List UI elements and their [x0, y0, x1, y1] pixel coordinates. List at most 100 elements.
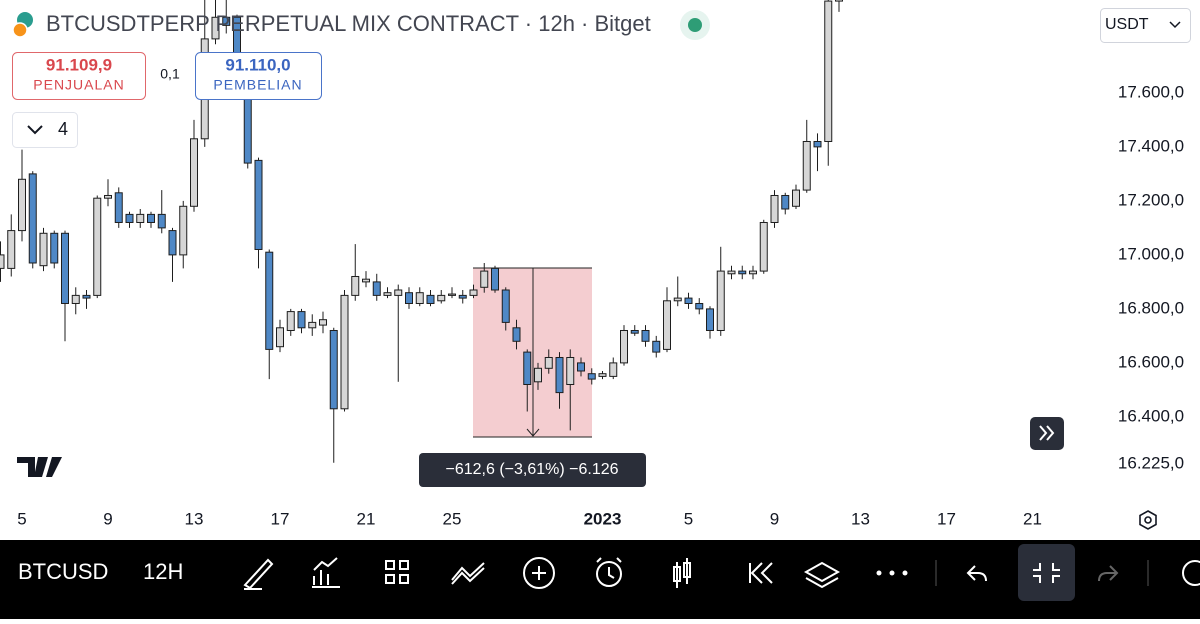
y-tick-label: 16.400,0: [1118, 406, 1184, 425]
x-tick-label: 2023: [584, 509, 622, 528]
redo-icon: [1098, 565, 1119, 582]
coin-icon: [12, 22, 28, 38]
candle: [577, 357, 585, 377]
layout-icon[interactable]: [385, 560, 409, 584]
candle-body: [555, 356, 564, 394]
sell-button[interactable]: [12, 52, 146, 100]
candle-body: [179, 205, 188, 256]
candle: [491, 265, 499, 293]
chart-title: BTCUSDTPERP PERPETUAL MIX CONTRACT · 12h…: [46, 11, 651, 36]
candle-body: [211, 16, 220, 40]
candle: [770, 190, 779, 228]
candle-body: [93, 197, 102, 296]
candle-body: [308, 321, 317, 329]
candle: [566, 349, 575, 431]
alert-icon[interactable]: [596, 561, 622, 587]
candle: [716, 246, 725, 336]
candle-body: [437, 294, 446, 302]
candle-body: [394, 289, 403, 296]
candle-body: [749, 270, 757, 275]
x-tick-label: 9: [770, 509, 779, 528]
toolbar: [0, 540, 1200, 619]
toolbar-symbol[interactable]: BTCUSD: [18, 559, 108, 584]
layers-icon[interactable]: [803, 561, 841, 589]
y-tick-label: 17.200,0: [1118, 190, 1184, 209]
candle-body: [813, 140, 822, 148]
candle-body: [448, 293, 456, 296]
candle-body: [695, 302, 704, 310]
candle: [749, 265, 757, 280]
candle-body: [329, 329, 338, 410]
candle-body: [738, 270, 747, 275]
spread: 0,1: [160, 66, 180, 82]
tv-logo: [17, 457, 62, 477]
candle: [534, 362, 542, 390]
candle-body: [706, 308, 714, 331]
draw-icon[interactable]: [243, 558, 274, 590]
candle: [813, 133, 822, 172]
candle-body: [168, 230, 177, 256]
candle-body: [222, 16, 231, 26]
indicators-icon[interactable]: [312, 557, 340, 588]
candle: [383, 287, 392, 299]
candle-body: [297, 311, 306, 329]
candle: [7, 214, 16, 277]
candle: [727, 265, 736, 280]
candle: [781, 192, 790, 215]
indicator-toggle[interactable]: [12, 112, 78, 148]
add-plus: [532, 566, 546, 580]
candle-body: [609, 362, 618, 377]
candle: [297, 308, 306, 334]
scroll-right-button[interactable]: [1030, 417, 1064, 450]
candle: [179, 200, 188, 269]
candle-body: [372, 281, 381, 296]
candle: [211, 0, 220, 45]
fullscreen-button[interactable]: [1018, 544, 1075, 601]
candle-body: [577, 362, 585, 372]
candle: [372, 273, 381, 301]
candle: [684, 292, 693, 309]
candle: [706, 306, 714, 339]
x-tick-label: 5: [684, 509, 693, 528]
candle-body: [544, 356, 553, 369]
candle-body: [566, 356, 575, 385]
candle: [448, 287, 456, 299]
candle: [555, 352, 564, 409]
candle: [598, 370, 607, 380]
toggle-chevron: [27, 125, 43, 135]
candle: [50, 230, 59, 269]
candle-body: [147, 213, 155, 223]
candle-body: [254, 159, 263, 250]
add-icon[interactable]: [523, 557, 555, 589]
candle-body: [125, 213, 134, 223]
currency-label: USDT: [1105, 16, 1149, 33]
y-tick-label: 16.225,0: [1118, 454, 1184, 473]
account-icon[interactable]: [1182, 560, 1200, 586]
more-dot: [889, 570, 895, 576]
candle: [673, 276, 682, 307]
x-tick-label: 13: [185, 509, 204, 528]
candle: [18, 149, 26, 242]
candle-body: [61, 232, 69, 304]
candle: [792, 184, 800, 209]
candle: [437, 289, 446, 304]
candle: [39, 227, 48, 272]
sell-price: 91.109,9: [46, 55, 112, 74]
toolbar-interval[interactable]: 12H: [143, 559, 183, 584]
chart-type-icon[interactable]: [673, 558, 691, 588]
candle: [351, 244, 360, 301]
compare-icon[interactable]: [451, 562, 485, 585]
currency-select[interactable]: [1100, 8, 1191, 43]
candle-body: [276, 327, 284, 348]
candle-body: [727, 270, 736, 275]
candle: [394, 284, 403, 382]
y-axis: 16.225,0 16.400,0 16.600,0 16.800,0 17.000,0…: [1118, 82, 1184, 472]
undo-icon[interactable]: [966, 565, 987, 582]
candle: [458, 289, 467, 304]
candle-body: [426, 294, 435, 304]
replay-icon[interactable]: [749, 562, 773, 584]
settings-icon[interactable]: [1139, 510, 1157, 530]
measure-label-bg: [419, 453, 646, 487]
buy-button[interactable]: [195, 52, 322, 100]
candle-body: [0, 254, 5, 269]
